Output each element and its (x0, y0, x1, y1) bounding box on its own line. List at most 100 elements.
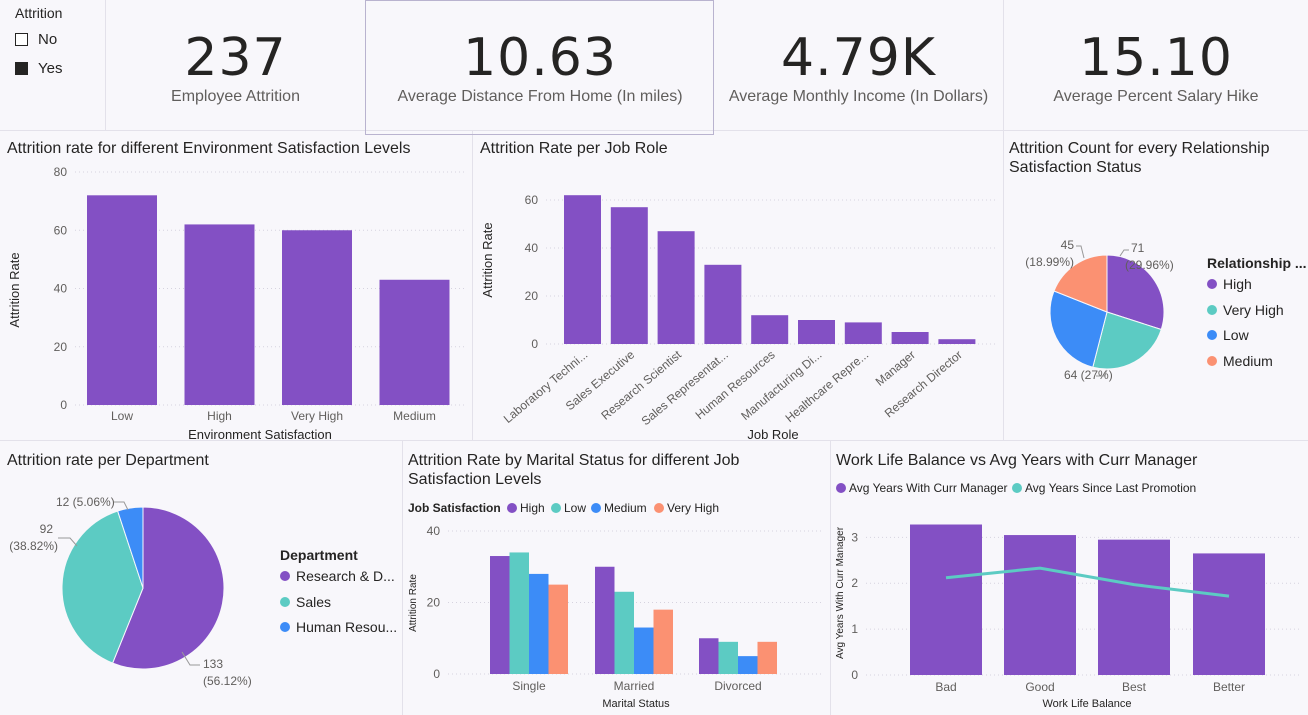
wlb-bar (910, 524, 982, 675)
rel-legend-item[interactable]: Low (1207, 327, 1249, 343)
wlb-line-series (945, 566, 1230, 598)
dept-legend-item[interactable]: Research & D... (280, 568, 395, 584)
relationship-pie-chart: 71 (29.96%) 45 (18.99%) 64 (27%) (1025, 238, 1174, 382)
dept-data-label: (56.12%) (203, 674, 252, 688)
rel-slice (1053, 254, 1108, 313)
env-satisfaction-bar-chart: 0 20 40 60 80 Low High Very High Medium Environme… (7, 165, 465, 440)
marital-legend-item[interactable]: Very High (654, 501, 719, 515)
job-bar (657, 231, 695, 344)
rel-legend-item[interactable]: Medium (1207, 353, 1273, 369)
kpi-salary-hike: 15.10 Average Percent Salary Hike (1004, 28, 1308, 106)
wlb-legend-item[interactable]: Avg Years Since Last Promotion (1012, 481, 1196, 495)
legend-dot-icon (1207, 279, 1217, 289)
legend-label: Medium (604, 501, 647, 515)
legend-dot-icon (1207, 355, 1217, 366)
checkbox-no[interactable] (15, 33, 28, 46)
kpi-distance-from-home: 10.63 Average Distance From Home (In mil… (366, 28, 714, 106)
legend-label: Avg Years With Curr Manager (849, 481, 1008, 495)
marital-xlabel: Marital Status (602, 698, 670, 710)
env-xtick: High (207, 409, 232, 423)
legend-label: Low (564, 501, 587, 515)
rel-legend-item[interactable]: Very High (1207, 302, 1284, 318)
marital-ylabel: Attrition Rate (408, 574, 419, 632)
job-ylabel: Attrition Rate (480, 222, 495, 297)
marital-bar (614, 591, 634, 674)
rel-data-label: (29.96%) (1125, 258, 1174, 272)
marital-legend-title: Job Satisfaction (408, 501, 501, 515)
rel-legend-item[interactable]: High (1207, 276, 1252, 292)
legend-dot-icon (591, 503, 601, 513)
marital-legend-item[interactable]: Low (551, 501, 586, 515)
marital-ytick: 40 (427, 524, 441, 538)
job-xlabel: Job Role (747, 427, 798, 440)
wlb-xtick: Bad (935, 680, 956, 694)
checkbox-yes[interactable] (15, 62, 28, 75)
wlb-ytick: 2 (851, 576, 858, 590)
rel-legend-title: Relationship ... (1207, 255, 1307, 271)
marital-bar (529, 573, 549, 674)
marital-bar (718, 641, 738, 674)
slicer-item-no[interactable]: No (15, 31, 57, 48)
dept-slice (61, 510, 144, 664)
env-bar (184, 224, 255, 405)
dept-legend-item[interactable]: Human Resou... (280, 619, 397, 635)
rel-data-label: (18.99%) (1025, 255, 1074, 269)
slicer-label-yes: Yes (38, 60, 63, 77)
job-bar (891, 332, 929, 344)
job-xtick: Sales Representat... (639, 348, 731, 429)
env-ytick: 40 (54, 282, 68, 296)
job-xtick: Manufacturing Di... (738, 348, 824, 423)
legend-dot-icon (1012, 483, 1022, 493)
kpi-value: 15.10 (1079, 28, 1233, 88)
legend-dot-icon (1207, 330, 1217, 340)
dept-leader-line (58, 537, 78, 547)
legend-label: Medium (1223, 352, 1273, 369)
env-ylabel: Attrition Rate (7, 252, 22, 327)
wlb-chart-title: Work Life Balance vs Avg Years with Curr… (836, 452, 1198, 469)
legend-label: Research & D... (296, 568, 395, 584)
job-bar (704, 264, 742, 344)
wlb-xtick: Good (1025, 680, 1054, 694)
job-xtick: Manager (873, 348, 918, 389)
env-xtick: Low (111, 409, 133, 423)
kpi-label: Average Monthly Income (In Dollars) (728, 88, 989, 105)
kpi-value: 237 (184, 28, 287, 88)
slicer-item-yes[interactable]: Yes (15, 60, 62, 77)
legend-dot-icon (654, 503, 664, 513)
kpi-value: 10.63 (463, 28, 617, 88)
dept-data-label: 133 (203, 657, 223, 671)
wlb-legend-item[interactable]: Avg Years With Curr Manager (836, 481, 1008, 495)
dept-data-label: (38.82%) (9, 539, 58, 553)
legend-label: Low (1223, 327, 1249, 343)
legend-label: High (1223, 276, 1252, 292)
marital-legend-item[interactable]: High (507, 501, 545, 515)
env-ytick: 0 (60, 398, 67, 412)
job-ytick: 40 (525, 241, 539, 255)
job-ytick: 20 (525, 289, 539, 303)
marital-xtick: Married (614, 679, 655, 693)
env-ytick: 60 (54, 223, 68, 237)
job-chart-title: Attrition Rate per Job Role (480, 140, 668, 157)
job-xtick: Healthcare Repre... (783, 348, 872, 426)
rel-slice (1092, 311, 1162, 370)
dept-legend-item[interactable]: Sales (280, 594, 331, 610)
env-ytick: 80 (54, 165, 68, 179)
job-bar (938, 339, 976, 344)
env-xlabel: Environment Satisfaction (188, 427, 332, 440)
rel-slice (1049, 290, 1108, 368)
env-bar (282, 230, 352, 405)
marital-bar (653, 609, 673, 674)
legend-dot-icon (551, 503, 561, 513)
rel-data-label: 71 (1131, 241, 1145, 255)
rel-chart-title: Attrition Count for every Relationship S… (1009, 140, 1270, 176)
job-bar (564, 195, 601, 344)
work-life-balance-combo-chart: 0 1 2 3 Bad Good Best Better Work Life Balance Av… (835, 524, 1301, 710)
marital-legend-item[interactable]: Medium (591, 501, 647, 515)
slicer-title: Attrition (15, 5, 63, 21)
env-bar (379, 279, 450, 405)
job-bar (798, 320, 835, 344)
job-xtick: Human Resources (693, 348, 778, 423)
kpi-label: Employee Attrition (171, 88, 300, 105)
wlb-xtick: Best (1122, 680, 1147, 694)
